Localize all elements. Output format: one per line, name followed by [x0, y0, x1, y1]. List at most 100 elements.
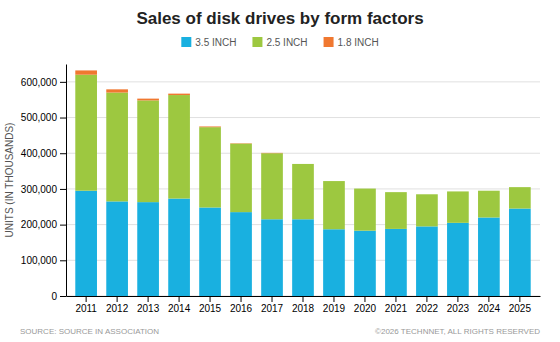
- bar: [323, 181, 345, 229]
- grid-line: [66, 81, 540, 82]
- legend: 3.5 INCH 2.5 INCH 1.8 INCH: [181, 37, 378, 48]
- bar: [292, 219, 314, 296]
- y-tick-label: 300,000: [21, 184, 58, 195]
- chart: Sales of disk drives by form factors2011…: [0, 0, 560, 342]
- x-tick: 2019: [323, 296, 346, 314]
- x-tick-label: 2020: [354, 303, 377, 314]
- bar: [261, 153, 283, 219]
- x-tick-mark: [333, 296, 334, 302]
- bar: [509, 187, 531, 188]
- bar: [385, 192, 407, 229]
- bar: [230, 212, 252, 296]
- bar: [137, 202, 159, 296]
- bar: [447, 223, 469, 296]
- y-tick: 0: [51, 291, 66, 302]
- bar: [137, 99, 159, 101]
- legend-label: 1.8 INCH: [338, 37, 379, 48]
- bars: [75, 70, 530, 296]
- y-tick-label: 500,000: [21, 112, 58, 123]
- legend-label: 3.5 INCH: [195, 37, 236, 48]
- x-tick-label: 2021: [385, 303, 408, 314]
- bar: [230, 144, 252, 213]
- x-tick-mark: [426, 296, 427, 302]
- x-tick: 2018: [292, 296, 315, 314]
- x-tick: 2022: [416, 296, 439, 314]
- x-tick-label: 2015: [199, 303, 222, 314]
- legend-item: 2.5 INCH: [252, 37, 307, 48]
- bar: [75, 70, 97, 74]
- bar: [478, 191, 500, 218]
- x-tick-mark: [117, 296, 118, 302]
- bar: [261, 219, 283, 296]
- bar: [168, 94, 190, 95]
- y-axis-line: [66, 65, 67, 297]
- bar: [354, 188, 376, 189]
- grid-line: [66, 117, 540, 118]
- grid-line: [66, 153, 540, 154]
- x-tick-mark: [364, 296, 365, 302]
- bar: [509, 187, 531, 208]
- bar: [168, 95, 190, 199]
- x-tick-label: 2023: [447, 303, 470, 314]
- bar: [199, 127, 221, 207]
- legend-swatch: [324, 37, 334, 47]
- x-tick-mark: [457, 296, 458, 302]
- x-axis: 2011 2012 2013 2014 2015 2016 2017 2018 2019 2020…: [67, 296, 541, 314]
- series-bars: [75, 75, 530, 231]
- bar: [385, 229, 407, 296]
- y-tick-mark: [60, 260, 66, 261]
- y-tick-mark: [60, 225, 66, 226]
- bar: [199, 126, 221, 128]
- y-tick-mark: [60, 296, 66, 297]
- y-tick-label: 0: [51, 291, 57, 302]
- x-tick-mark: [488, 296, 489, 302]
- bar: [75, 191, 97, 296]
- x-tick-label: 2024: [478, 303, 501, 314]
- bar: [106, 93, 128, 202]
- y-tick-mark: [60, 189, 66, 190]
- bar: [137, 100, 159, 202]
- y-tick: 500,000: [21, 112, 66, 123]
- bar: [354, 189, 376, 231]
- y-tick: 200,000: [21, 219, 66, 230]
- bar: [292, 164, 314, 219]
- bar: [416, 194, 438, 226]
- y-tick-label: 200,000: [21, 219, 58, 230]
- y-tick-mark: [60, 153, 66, 154]
- x-tick-label: 2012: [106, 303, 129, 314]
- bar: [106, 89, 128, 92]
- x-tick: 2012: [106, 296, 129, 314]
- x-tick-label: 2016: [230, 303, 253, 314]
- bar: [323, 229, 345, 296]
- bar: [416, 194, 438, 195]
- x-tick-mark: [272, 296, 273, 302]
- y-tick-label: 600,000: [21, 77, 58, 88]
- legend-label: 2.5 INCH: [266, 37, 307, 48]
- x-tick: 2020: [354, 296, 377, 314]
- x-tick-label: 2014: [168, 303, 191, 314]
- x-tick: 2017: [261, 296, 284, 314]
- x-tick-label: 2022: [416, 303, 439, 314]
- x-tick-label: 2019: [323, 303, 346, 314]
- x-tick: 2023: [447, 296, 470, 314]
- series-bars: [75, 70, 283, 153]
- bar: [292, 163, 314, 164]
- bar: [75, 75, 97, 191]
- x-tick: 2011: [75, 296, 97, 314]
- legend-item: 1.8 INCH: [324, 37, 379, 48]
- bar: [106, 201, 128, 296]
- x-tick-mark: [179, 296, 180, 302]
- x-tick-mark: [395, 296, 396, 302]
- bar: [478, 190, 500, 191]
- x-tick-mark: [148, 296, 149, 302]
- bar: [230, 143, 252, 144]
- bar: [168, 199, 190, 296]
- annotation: SOURCE: SOURCE IN ASSOCIATION: [20, 327, 159, 336]
- bar: [509, 209, 531, 296]
- legend-swatch: [181, 37, 191, 47]
- annotation: ©2026 TECHNNET, ALL RIGHTS RESERVED: [375, 327, 540, 336]
- y-tick: 100,000: [21, 255, 66, 266]
- legend-swatch: [252, 37, 262, 47]
- x-tick: 2013: [137, 296, 160, 314]
- bar: [447, 191, 469, 222]
